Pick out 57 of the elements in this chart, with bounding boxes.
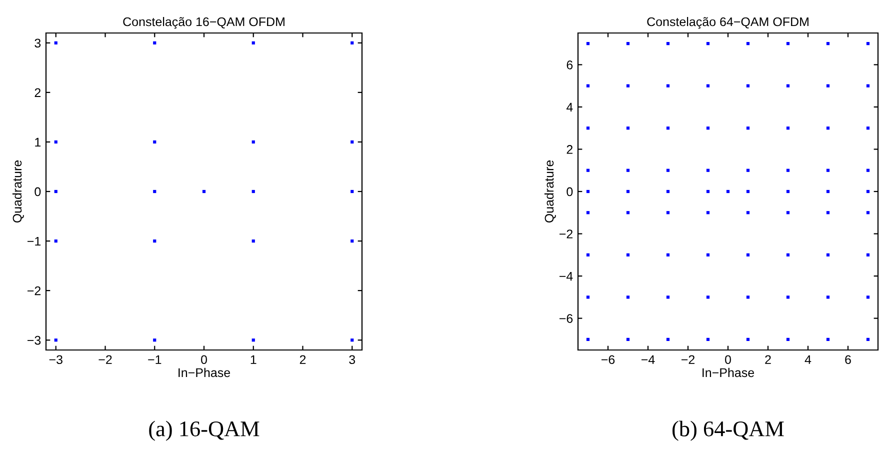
point — [54, 239, 58, 243]
x-tick-label: −2 — [98, 355, 112, 364]
point — [153, 41, 156, 44]
point — [153, 338, 156, 342]
y-axis-title: Quadrature — [12, 160, 24, 223]
y-tick-label: −6 — [560, 314, 573, 323]
y-tick-label: 1 — [35, 138, 41, 146]
point — [252, 338, 255, 342]
point — [202, 190, 206, 194]
y-tick-label: 0 — [34, 187, 41, 196]
y-tick-label: 3 — [34, 38, 41, 48]
y-tick-label: −1 — [28, 236, 41, 246]
x-tick-label: 0 — [725, 355, 731, 364]
x-tick-label: 2 — [300, 355, 306, 364]
point — [350, 239, 354, 243]
x-tick-label: 3 — [349, 355, 356, 364]
x-tick-label: −6 — [601, 355, 615, 364]
text: (a) 16-QAM — [149, 420, 260, 441]
y-tick-label: −4 — [560, 272, 573, 281]
x-tick-label: 6 — [845, 355, 851, 364]
chart-title: Constelação 64−QAM OFDM — [647, 16, 808, 29]
point — [252, 190, 255, 194]
x-tick-label: 0 — [201, 355, 207, 364]
point — [54, 41, 58, 44]
x-tick-label: 4 — [804, 355, 812, 364]
y-tick-label: −3 — [28, 336, 41, 345]
x-axis-title: In−Phase — [702, 368, 754, 378]
point — [350, 190, 354, 194]
text: (b) 64-QAM — [672, 420, 784, 441]
point — [153, 140, 156, 144]
point — [252, 239, 255, 243]
point — [350, 338, 354, 342]
y-tick-label: 4 — [566, 102, 573, 112]
y-axis-title: Quadrature — [544, 160, 556, 223]
y-tick-label: 2 — [566, 145, 573, 154]
point — [54, 190, 58, 194]
point — [252, 41, 255, 44]
x-tick-label: 2 — [765, 355, 771, 364]
y-tick-label: −2 — [560, 230, 573, 238]
x-tick-label: −3 — [49, 355, 62, 364]
chart-title: Constelação 16−QAM OFDM — [123, 16, 284, 29]
y-tick-label: 6 — [566, 60, 573, 70]
y-tick-label: 0 — [566, 187, 573, 196]
point — [350, 140, 354, 144]
x-tick-label: −1 — [148, 355, 162, 364]
point — [350, 41, 354, 44]
point — [153, 190, 156, 194]
x-tick-label: −4 — [641, 355, 655, 364]
y-tick-label: −2 — [28, 286, 41, 296]
point — [54, 338, 58, 342]
point — [54, 140, 58, 144]
x-tick-label: 1 — [250, 355, 256, 364]
point — [252, 140, 255, 144]
x-axis-title: In−Phase — [178, 368, 230, 378]
x-tick-label: −2 — [681, 355, 694, 364]
point — [153, 239, 156, 243]
y-tick-label: 2 — [34, 88, 41, 97]
